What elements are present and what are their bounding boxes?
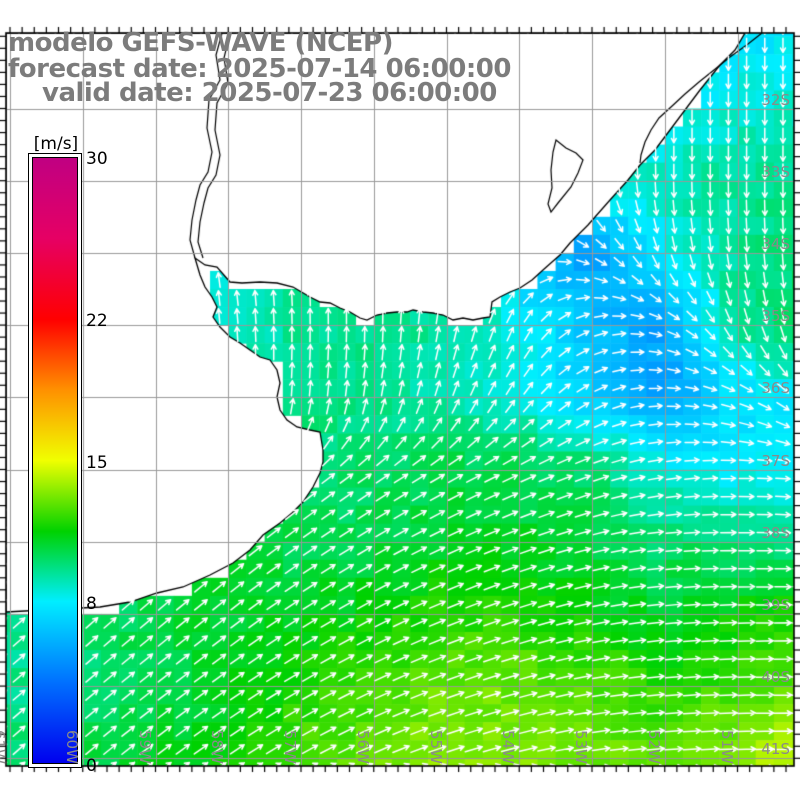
lon-axis-label: 55W: [426, 730, 445, 764]
lon-axis-label: 58W: [208, 730, 227, 764]
colorbar-unit-label: [m/s]: [33, 134, 79, 154]
lon-axis-label: 57W: [281, 730, 299, 764]
lat-axis-label: 37S: [761, 451, 790, 470]
lat-axis-label: 32S: [761, 90, 790, 109]
lon-axis-label: 54W: [499, 730, 518, 764]
lat-axis-label: 38S: [761, 523, 790, 542]
lat-axis-label: 35S: [761, 307, 790, 326]
lat-axis-label: 41S: [761, 740, 790, 759]
lat-axis-label: 39S: [761, 595, 790, 614]
colorbar-tick-label: 15: [86, 452, 108, 473]
lat-axis-label: 36S: [761, 379, 790, 398]
colorbar-tick-label: 8: [86, 594, 97, 615]
colorbar-tick-label: 30: [86, 149, 108, 169]
title-forecast-date-line: forecast date: 2025-07-14 06:00:00: [8, 54, 511, 84]
lon-axis-label: 56W: [353, 730, 372, 764]
title-valid-date-line: valid date: 2025-07-23 06:00:00: [42, 78, 497, 108]
lon-axis-label: 59W: [135, 730, 154, 764]
lat-axis-label: 40S: [761, 668, 790, 687]
lon-axis-label: 51W: [717, 730, 736, 764]
lon-axis-label: 61W: [0, 730, 8, 764]
lon-axis-label: 52W: [644, 730, 663, 764]
lat-axis-label: 33S: [761, 162, 790, 181]
lat-axis-label: 34S: [761, 234, 790, 253]
title-model-line: modelo GEFS-WAVE (NCEP): [8, 28, 393, 58]
lon-axis-label: 60W: [62, 730, 81, 764]
colorbar-tick-label: 0: [86, 756, 97, 776]
colorbar-tick-label: 22: [86, 310, 108, 331]
colorbar: [28, 153, 82, 768]
colorbar-gradient: [32, 157, 78, 764]
lon-axis-label: 53W: [572, 730, 590, 764]
